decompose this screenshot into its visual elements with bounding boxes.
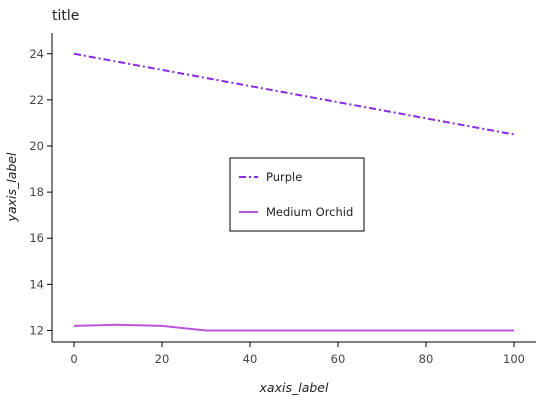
y-axis-title: yaxis_label: [4, 152, 19, 222]
legend-box: [229, 157, 365, 232]
x-tick-label: 40: [243, 352, 258, 366]
y-tick-label: 16: [29, 231, 44, 245]
legend-label-purple: Purple: [266, 170, 302, 184]
x-tick-label: 80: [419, 352, 434, 366]
plot-area: [73, 52, 515, 332]
legend-label-medium-orchid: Medium Orchid: [266, 205, 353, 219]
series-line-medium-orchid: [73, 323, 514, 332]
y-tick-label: 20: [29, 139, 44, 153]
y-ticks: 12 14 16 18 20 22 24: [29, 47, 52, 337]
x-tick-label: 0: [70, 352, 77, 366]
y-tick-label: 22: [29, 93, 44, 107]
y-tick-label: 14: [29, 277, 44, 291]
x-axis-title: xaxis_label: [259, 380, 329, 395]
x-tick-label: 100: [503, 352, 525, 366]
legend: Purple Medium Orchid: [229, 157, 365, 232]
x-ticks: 0 20 40 60 80 100: [70, 342, 525, 366]
chart-title: title: [52, 8, 79, 24]
y-tick-label: 18: [29, 185, 44, 199]
y-tick-label: 24: [29, 47, 44, 61]
y-tick-label: 12: [29, 323, 44, 337]
x-tick-label: 20: [155, 352, 170, 366]
x-tick-label: 60: [331, 352, 346, 366]
series-line-purple: [73, 52, 515, 136]
